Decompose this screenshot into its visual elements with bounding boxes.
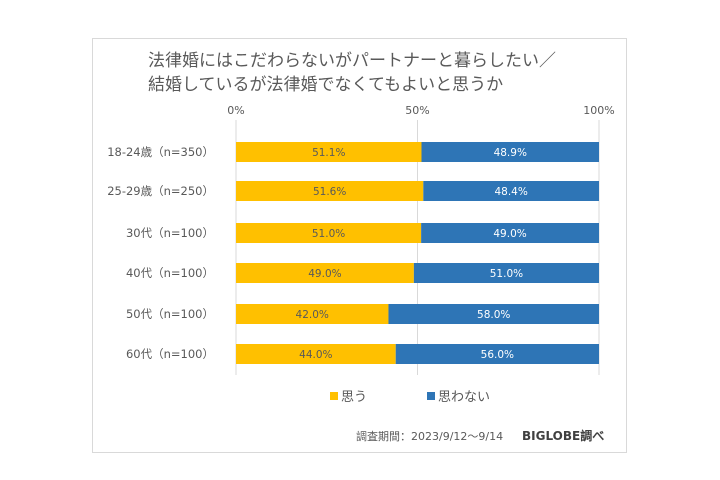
chart-frame [92,38,627,453]
x-tick-label: 0% [227,104,244,117]
bar-segment [236,223,422,243]
legend-label: 思わない [438,390,490,405]
bar-segment [236,304,389,324]
category-label: 50代（n=100） [126,307,214,321]
legend-label: 思う [341,390,367,405]
category-label: 40代（n=100） [126,266,214,280]
category-label: 30代（n=100） [126,226,214,240]
source-label: BIGLOBE調べ [522,429,605,443]
data-label: 42.0% [296,309,329,321]
x-tick-label: 100% [583,104,614,117]
bar-segment [236,263,414,283]
bar-segment [413,263,599,283]
data-label: 48.4% [494,186,527,198]
bar-segment [236,142,422,162]
data-label: 51.0% [312,228,345,240]
bar-segment [388,304,599,324]
data-label: 58.0% [477,309,510,321]
survey-period: 調査期間：2023/9/12～9/14 [356,430,504,443]
data-label: 51.0% [490,268,523,280]
data-label: 49.0% [493,228,526,240]
bar-segment [421,223,599,243]
data-label: 51.1% [312,147,345,159]
chart-title-line-1: 法律婚にはこだわらないがパートナーと暮らしたい／ [148,51,556,71]
category-label: 25-29歳（n=250） [107,184,214,198]
data-label: 51.6% [313,186,346,198]
bar-segment [395,344,599,364]
x-tick-label: 50% [405,104,429,117]
bar-segment [236,181,424,201]
chart-title-line-2: 結婚しているが法律婚でなくてもよいと思うか [148,75,504,95]
bar-segment [421,142,599,162]
data-label: 44.0% [299,349,332,361]
legend-swatch [427,392,435,400]
category-label: 18-24歳（n=350） [107,145,214,159]
category-label: 60代（n=100） [126,347,214,361]
data-label: 49.0% [308,268,341,280]
data-label: 56.0% [481,349,514,361]
data-label: 48.9% [494,147,527,159]
legend-swatch [330,392,338,400]
bar-segment [423,181,599,201]
bar-segment [236,344,396,364]
